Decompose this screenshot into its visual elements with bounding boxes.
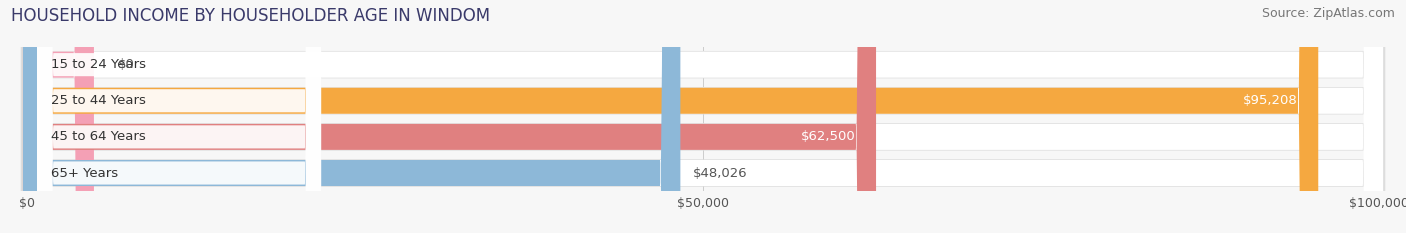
Text: 65+ Years: 65+ Years bbox=[52, 167, 118, 179]
Text: $95,208: $95,208 bbox=[1243, 94, 1298, 107]
FancyBboxPatch shape bbox=[21, 0, 1385, 233]
FancyBboxPatch shape bbox=[37, 0, 321, 233]
FancyBboxPatch shape bbox=[22, 0, 1319, 233]
Text: 45 to 64 Years: 45 to 64 Years bbox=[52, 130, 146, 143]
FancyBboxPatch shape bbox=[22, 0, 1384, 233]
FancyBboxPatch shape bbox=[22, 0, 681, 233]
FancyBboxPatch shape bbox=[22, 0, 876, 233]
FancyBboxPatch shape bbox=[37, 0, 321, 233]
FancyBboxPatch shape bbox=[21, 0, 1385, 233]
FancyBboxPatch shape bbox=[21, 0, 1385, 233]
Text: $62,500: $62,500 bbox=[801, 130, 856, 143]
FancyBboxPatch shape bbox=[37, 0, 321, 233]
FancyBboxPatch shape bbox=[22, 0, 94, 233]
FancyBboxPatch shape bbox=[22, 0, 1384, 233]
Text: $48,026: $48,026 bbox=[693, 167, 747, 179]
FancyBboxPatch shape bbox=[22, 0, 1384, 233]
Text: 25 to 44 Years: 25 to 44 Years bbox=[52, 94, 146, 107]
Text: $0: $0 bbox=[118, 58, 135, 71]
FancyBboxPatch shape bbox=[21, 0, 1385, 233]
Text: 15 to 24 Years: 15 to 24 Years bbox=[52, 58, 146, 71]
FancyBboxPatch shape bbox=[37, 0, 321, 233]
FancyBboxPatch shape bbox=[22, 0, 1384, 233]
Text: Source: ZipAtlas.com: Source: ZipAtlas.com bbox=[1261, 7, 1395, 20]
Text: HOUSEHOLD INCOME BY HOUSEHOLDER AGE IN WINDOM: HOUSEHOLD INCOME BY HOUSEHOLDER AGE IN W… bbox=[11, 7, 491, 25]
